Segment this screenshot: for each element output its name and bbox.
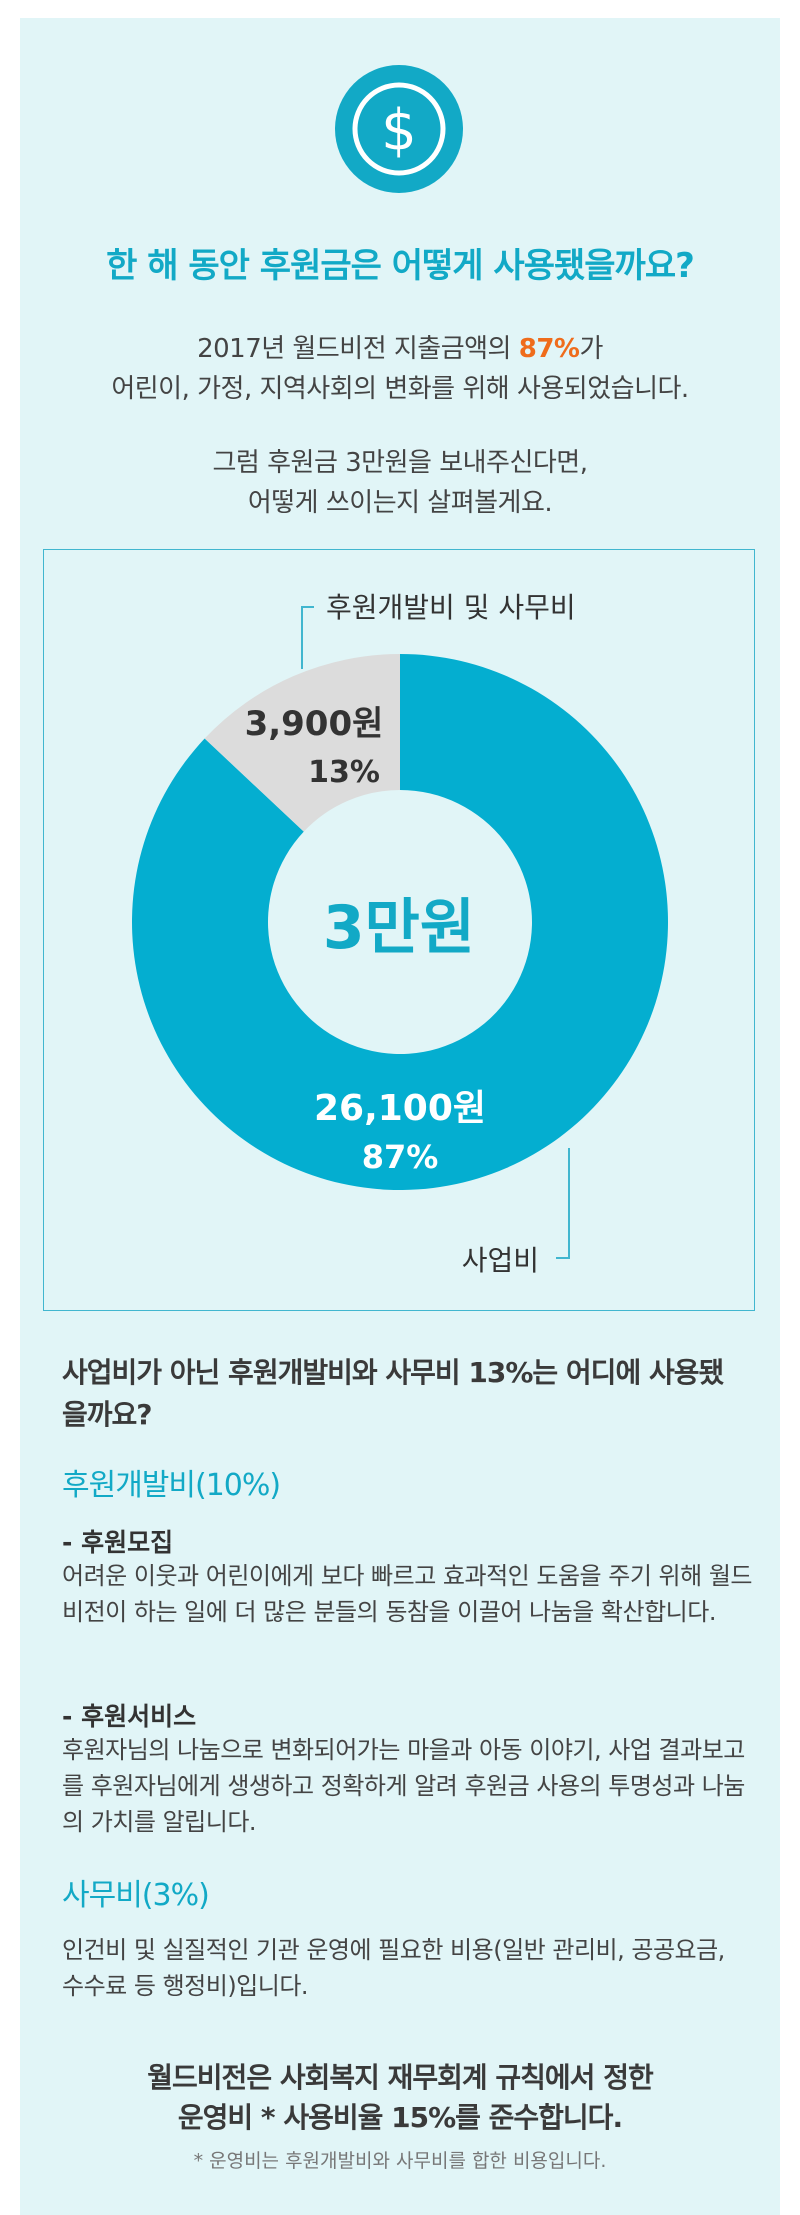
notice-line-2: 운영비 * 사용비율 15%를 준수합니다. — [177, 2101, 623, 2134]
donut-center-label: 3만원 — [323, 893, 475, 963]
donut-chart: 후원개발비 및 사무비 사업비 3,900원 13% 3만원 26,100원 8… — [43, 549, 755, 1311]
office-text: 인건비 및 실질적인 기관 운영에 필요한 비용(일반 관리비, 공공요금, 수… — [62, 1936, 725, 2000]
intro-line-1: 2017년 월드비전 지출금액의 87%가 — [197, 334, 603, 364]
intro-line-3: 그럼 후원금 3만원을 보내주신다면, — [212, 448, 588, 478]
legend-dev-office: 후원개발비 및 사무비 — [326, 591, 576, 624]
notice: 월드비전은 사회복지 재무회계 규칙에서 정한 운영비 * 사용비율 15%를 … — [0, 2058, 800, 2138]
page-title: 한 해 동안 후원금은 어떻게 사용됐을까요? — [106, 246, 695, 286]
business-percent-label: 87% — [362, 1138, 439, 1176]
item-title-recruit: - 후원모집 — [62, 1528, 174, 1557]
intro-line-2: 어린이, 가정, 지역사회의 변화를 위해 사용되었습니다. — [111, 374, 689, 404]
dev-percent-label: 13% — [308, 755, 380, 790]
footnote: * 운영비는 후원개발비와 사무비를 합한 비용입니다. — [193, 2150, 607, 2172]
dev-amount-label: 3,900원 — [245, 704, 384, 744]
office-heading: 사무비(3%) — [62, 1878, 210, 1913]
highlight-percent: 87% — [518, 334, 580, 364]
dollar-coin-icon: $ — [335, 65, 463, 193]
notice-line-1: 월드비전은 사회복지 재무회계 규칙에서 정한 — [147, 2061, 653, 2094]
leader-line-business — [556, 1148, 570, 1259]
business-amount-label: 26,100원 — [314, 1088, 486, 1129]
legend-business: 사업비 — [462, 1244, 539, 1277]
dev-heading: 후원개발비(10%) — [62, 1468, 281, 1503]
item-text-recruit: 어려운 이웃과 어린이에게 보다 빠르고 효과적인 도움을 주기 위해 월드비전… — [62, 1562, 752, 1626]
item-text-service: 후원자님의 나눔으로 변화되어가는 마을과 아동 이야기, 사업 결과보고를 후… — [62, 1736, 745, 1836]
intro-line-4: 어떻게 쓰이는지 살펴볼게요. — [247, 488, 553, 518]
svg-text:$: $ — [381, 98, 417, 163]
slice-business — [131, 654, 668, 1190]
leader-line-dev — [301, 606, 314, 669]
section-title: 사업비가 아닌 후원개발비와 사무비 13%는 어디에 사용됐을까요? — [62, 1356, 724, 1431]
item-title-service: - 후원서비스 — [62, 1702, 197, 1731]
slice-dev-office — [204, 654, 400, 832]
